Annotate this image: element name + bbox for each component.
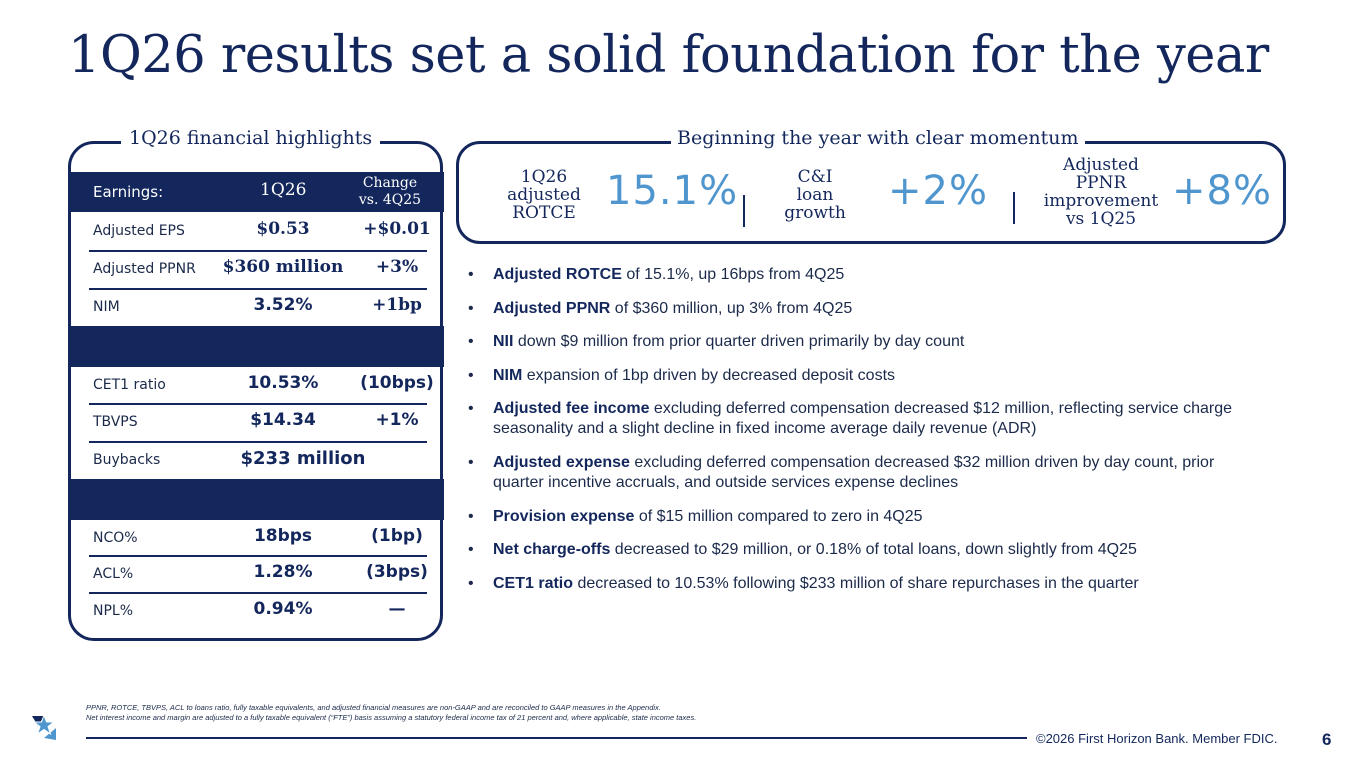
list-item: • Adjusted expense excluding deferred com…: [468, 453, 1215, 491]
list-item: • Net charge-offs decreased to $29 millio…: [468, 541, 1137, 559]
metric-ppnr-value: +8%: [1172, 168, 1272, 214]
table-row: Buybacks $233 million: [93, 448, 366, 469]
header-earnings: Earnings:: [93, 183, 164, 201]
table-row: NIM 3.52% +1bp: [93, 295, 422, 315]
list-item: • Adjusted fee income excluding deferred …: [468, 400, 1233, 438]
row-divider: [89, 592, 427, 594]
list-item: • Adjusted ROTCE of 15.1%, up 16bps from …: [468, 266, 845, 283]
list-item: • CET1 ratio decreased to 10.53% followin…: [468, 574, 1139, 592]
footnotes: PPNR, ROTCE, TBVPS, ACL to loans ratio, …: [86, 703, 696, 723]
list-item: • Provision expense of $15 million compar…: [468, 507, 923, 525]
list-item: • Adjusted PPNR of $360 million, up 3% fr…: [468, 299, 853, 317]
table-row: CET1 ratio 10.53% (10bps): [93, 373, 434, 393]
list-item: • NII down $9 million from prior quarter …: [468, 333, 965, 351]
row-divider: [89, 555, 427, 557]
list-item: • NIM expansion of 1bp driven by decrease…: [468, 366, 896, 384]
copyright-text: ©2026 First Horizon Bank. Member FDIC.: [1036, 731, 1278, 746]
table-row: NCO% 18bps (1bp): [93, 526, 423, 546]
metric-ci-label: C&I loan growth: [784, 167, 846, 223]
table-row: Adjusted EPS $0.53 +$0.01: [93, 219, 431, 239]
header-change: Change vs. 4Q25: [358, 175, 422, 208]
table-row: ACL% 1.28% (3bps): [93, 562, 428, 582]
metric-ci-value: +2%: [888, 168, 988, 214]
row-divider: [89, 250, 427, 252]
header-period: 1Q26: [260, 180, 307, 200]
table-row: Adjusted PPNR $360 million +3%: [93, 257, 419, 277]
table-row: TBVPS $14.34 +1%: [93, 410, 419, 430]
page-title: 1Q26 results set a solid foundation for …: [68, 26, 1269, 85]
row-divider: [89, 403, 427, 405]
financial-highlights-label: 1Q26 financial highlights: [121, 127, 381, 149]
page-number: 6: [1322, 730, 1332, 749]
table-header: Earnings: 1Q26 Change vs. 4Q25: [70, 172, 444, 212]
metric-divider: [1013, 192, 1015, 224]
footer-rule: [86, 737, 1027, 739]
metric-rotce-value: 15.1%: [606, 168, 739, 214]
footnote-line: PPNR, ROTCE, TBVPS, ACL to loans ratio, …: [86, 703, 661, 712]
row-divider: [89, 441, 427, 443]
highlights-bullet-list: • Adjusted ROTCE of 15.1%, up 16bps from …: [468, 265, 1268, 607]
row-divider: [89, 288, 427, 290]
metric-ppnr-label: Adjusted PPNR improvement vs 1Q25: [1043, 155, 1159, 229]
table-row: NPL% 0.94% —: [93, 599, 406, 619]
metric-divider: [743, 195, 745, 227]
footnote-line: Net interest income and margin are adjus…: [86, 713, 697, 722]
momentum-label: Beginning the year with clear momentum: [671, 127, 1085, 149]
section-band-credit: [70, 479, 444, 520]
first-horizon-logo-icon: [30, 712, 58, 740]
section-band-capital: [70, 326, 444, 367]
metric-rotce-label: 1Q26 adjusted ROTCE: [507, 167, 581, 223]
